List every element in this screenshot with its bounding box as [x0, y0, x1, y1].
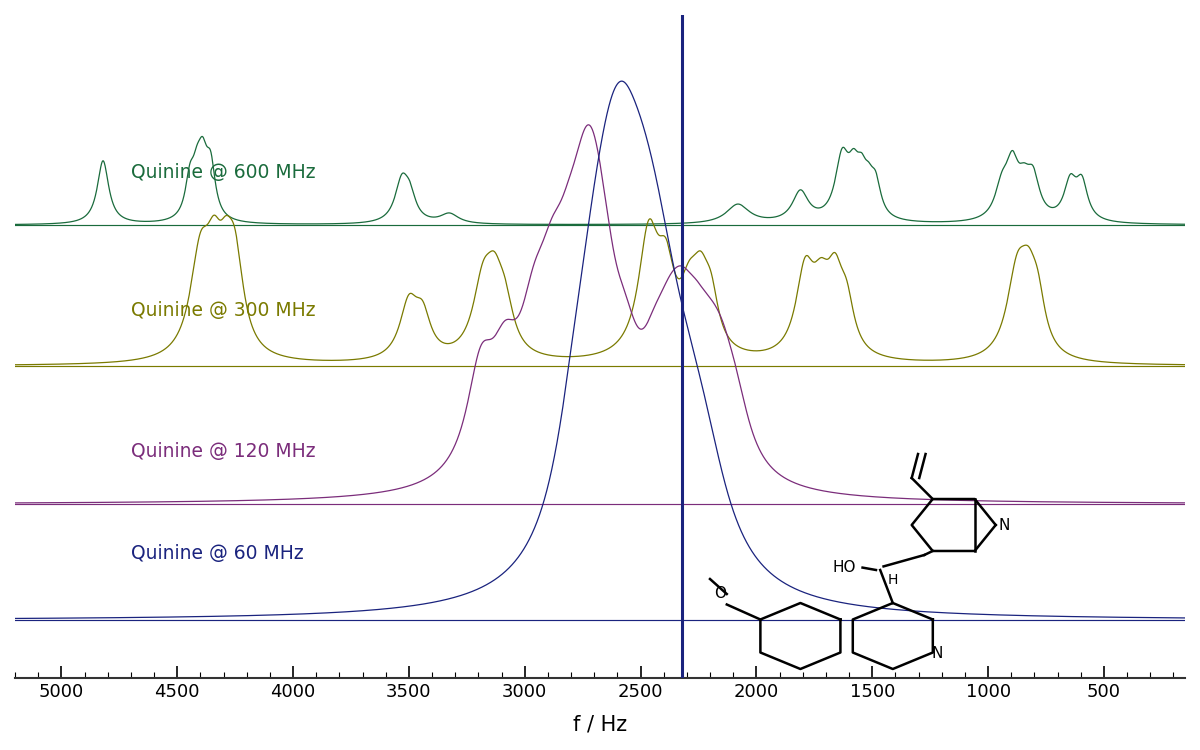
Text: H: H	[888, 574, 898, 587]
Text: HO: HO	[833, 560, 857, 574]
Text: N: N	[998, 518, 1009, 532]
Text: Quinine @ 300 MHz: Quinine @ 300 MHz	[131, 302, 316, 320]
Text: N: N	[931, 646, 943, 662]
X-axis label: f / Hz: f / Hz	[572, 715, 628, 735]
Text: O: O	[714, 586, 726, 601]
Text: Quinine @ 600 MHz: Quinine @ 600 MHz	[131, 163, 316, 182]
Text: Quinine @ 60 MHz: Quinine @ 60 MHz	[131, 544, 304, 563]
Text: Quinine @ 120 MHz: Quinine @ 120 MHz	[131, 442, 316, 461]
